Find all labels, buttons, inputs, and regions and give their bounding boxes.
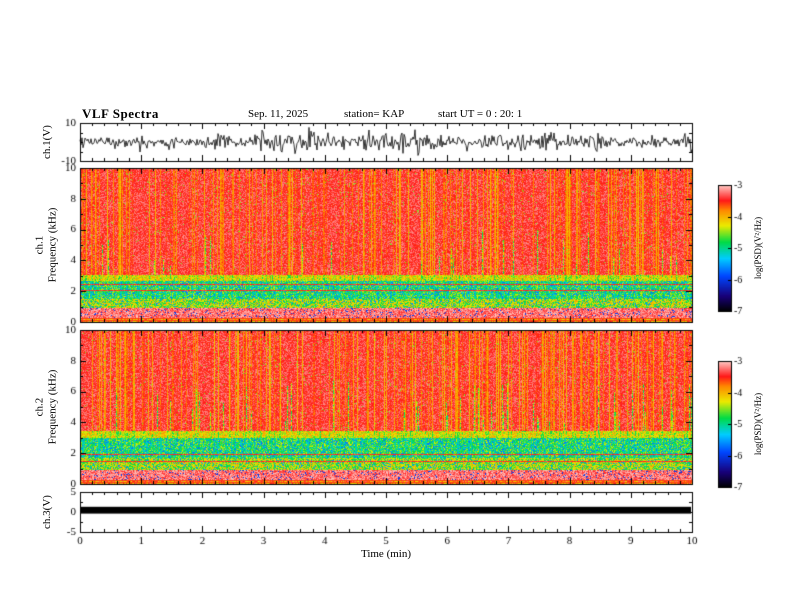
time-axis-label: Time (min) xyxy=(360,548,412,560)
date-label: Sep. 11, 2025 xyxy=(248,108,309,120)
ch3-voltage-axis-label: ch.3(V) xyxy=(41,495,53,529)
ch1-frequency-axis-label-line2: Frequency (kHz) xyxy=(46,207,58,283)
ch2-frequency-axis-label: ch.2 Frequency (kHz) xyxy=(33,370,58,445)
ch2-frequency-axis-label-line1: ch.2 xyxy=(33,397,46,417)
ch1-frequency-axis-label: ch.1 Frequency (kHz) xyxy=(33,208,58,283)
start-ut-label: start UT = 0 : 20: 1 xyxy=(438,108,523,120)
ch2-frequency-axis-label-line2: Frequency (kHz) xyxy=(46,369,58,445)
plot-title: VLF Spectra xyxy=(82,106,159,121)
station-label: station= KAP xyxy=(344,108,405,120)
ch1-voltage-axis-label: ch.1(V) xyxy=(41,125,53,159)
ch1-frequency-axis-label-line1: ch.1 xyxy=(33,235,46,255)
colorbar2-axis-label: log(PSD)(V²/Hz) xyxy=(753,392,763,456)
colorbar1-axis-label: log(PSD)(V²/Hz) xyxy=(753,216,763,280)
